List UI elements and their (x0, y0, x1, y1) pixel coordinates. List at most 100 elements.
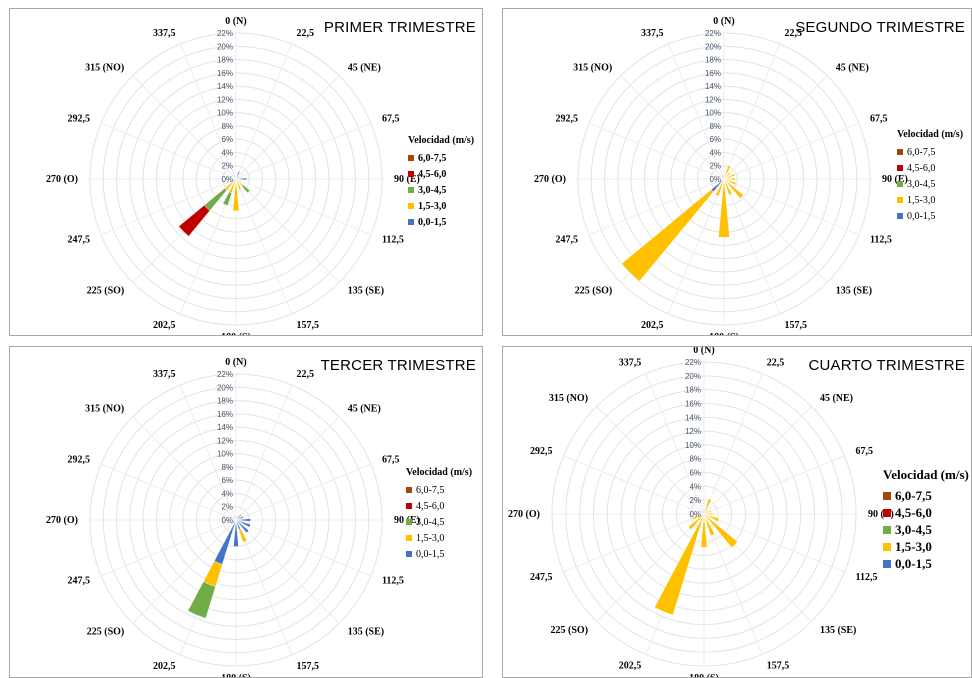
petal-0_0-1_5 (235, 519, 250, 534)
wind-rose-chart: 0% 2% 4% 6% 8% 10% 12% 14% 16% 18% 20% 22% 0 (N) 22,5… (534, 16, 908, 336)
petal-1_5-3_0 (232, 180, 240, 212)
direction-labels: 0 (N) 22,5 45 (NE) 67,5 90 (E) 112,5 135 (SE) 1… (508, 347, 894, 677)
direction-label: 45 (NE) (820, 393, 853, 404)
legend-swatch (897, 197, 903, 203)
radial-ticks: 0% 2% 4% 6% 8% 10% 12% 14% 16% 18% 20% 22% (685, 358, 701, 519)
direction-label: 270 (O) (508, 509, 540, 520)
legend-swatch (406, 503, 412, 509)
petal-0_0-1_5 (235, 171, 241, 180)
petal-1_5-3_0 (725, 177, 736, 181)
legend-item: 1,5-3,0 (406, 530, 472, 546)
radial-tick-label: 2% (709, 162, 721, 171)
legend-item: 0,0-1,5 (408, 214, 474, 230)
grid-spoke (235, 416, 340, 521)
radial-tick-label: 18% (685, 386, 701, 395)
radial-tick-label: 2% (689, 496, 701, 505)
radial-tick-label: 20% (217, 42, 233, 51)
legend-item: 3,0-4,5 (408, 182, 474, 198)
grid-spoke (723, 178, 781, 315)
legend: Velocidad (m/s) 6,0-7,5 4,5-6,0 3,0-4,5 … (406, 467, 472, 562)
direction-label: 292,5 (556, 114, 579, 125)
petal-1_5-3_0 (705, 512, 714, 516)
radial-tick-label: 20% (705, 42, 721, 51)
legend-title: Velocidad (m/s) (883, 467, 969, 482)
grid-spoke (235, 178, 372, 236)
petals (654, 498, 738, 616)
radial-tick-label: 20% (685, 372, 701, 381)
petals (187, 514, 251, 619)
grid-spoke (723, 75, 828, 180)
radial-tick-label: 14% (217, 82, 233, 91)
direction-label: 270 (O) (534, 174, 566, 185)
radial-tick-label: 16% (217, 69, 233, 78)
direction-label: 315 (NO) (573, 62, 612, 73)
petal-1_5-3_0 (688, 515, 703, 530)
radial-tick-label: 22% (705, 29, 721, 38)
petal-0_0-1_5 (235, 519, 251, 528)
chart-title: CUARTO TRIMESTRE (808, 357, 965, 374)
petal-1_5-3_0 (719, 179, 724, 182)
direction-label: 157,5 (296, 320, 319, 331)
grid-spoke (235, 178, 293, 315)
grid-rings (89, 373, 383, 667)
radial-ticks: 0% 2% 4% 6% 8% 10% 12% 14% 16% 18% 20% 22% (217, 370, 233, 525)
petal-1_5-3_0 (704, 515, 715, 537)
direction-label: 45 (NE) (836, 62, 869, 73)
direction-label: 112,5 (382, 234, 404, 245)
legend-item: 1,5-3,0 (408, 198, 474, 214)
grid-spoke (179, 43, 237, 180)
legend-swatch (408, 155, 414, 161)
radial-tick-label: 8% (709, 122, 721, 131)
radial-tick-label: 16% (217, 410, 233, 419)
legend-item: 3,0-4,5 (897, 176, 963, 192)
chart-title: PRIMER TRIMESTRE (323, 19, 476, 36)
legend-item: 0,0-1,5 (897, 208, 963, 224)
legend-swatch (897, 213, 903, 219)
grid-spoke (235, 519, 372, 577)
direction-label: 67,5 (856, 446, 874, 457)
grid-spoke (132, 519, 237, 624)
legend-swatch (408, 203, 414, 209)
grid-spoke (132, 416, 237, 521)
legend-swatch (897, 165, 903, 171)
petal-1_5-3_0 (621, 189, 714, 282)
direction-label: 202,5 (153, 661, 176, 672)
radial-tick-label: 14% (705, 82, 721, 91)
legend-swatch (408, 187, 414, 193)
radial-tick-label: 2% (221, 162, 233, 171)
radial-tick-label: 12% (705, 95, 721, 104)
direction-label: 0 (N) (225, 357, 246, 368)
chart-panel-primer-trimestre: 0% 2% 4% 6% 8% 10% 12% 14% 16% 18% 20% 22% 0 (N) 22,5… (9, 8, 483, 336)
chart-title: TERCER TRIMESTRE (320, 357, 476, 374)
radial-tick-label: 8% (689, 455, 701, 464)
petal-0_0-1_5 (235, 177, 247, 181)
petals (178, 171, 251, 237)
radial-tick-label: 16% (705, 69, 721, 78)
radial-ticks: 0% 2% 4% 6% 8% 10% 12% 14% 16% 18% 20% 22% (705, 29, 721, 184)
wind-rose-chart: 0% 2% 4% 6% 8% 10% 12% 14% 16% 18% 20% 22% 0 (N) 22,5… (46, 16, 420, 335)
wind-rose-chart: 0% 2% 4% 6% 8% 10% 12% 14% 16% 18% 20% 22% 0 (N) 22,5… (508, 347, 894, 677)
direction-label: 157,5 (296, 661, 319, 672)
petal-1_5-3_0 (718, 180, 730, 238)
grid-spoke (179, 384, 237, 521)
direction-label: 135 (SE) (820, 625, 856, 636)
direction-label: 315 (NO) (549, 393, 588, 404)
petal-0_0-1_5 (233, 519, 239, 547)
legend-swatch (406, 551, 412, 557)
petal-0_0-1_5 (235, 515, 244, 521)
petal-1_5-3_0 (725, 179, 737, 186)
direction-label: 157,5 (784, 320, 807, 331)
radial-tick-label: 4% (221, 148, 233, 157)
direction-label: 180 (S) (709, 332, 739, 336)
petal-1_5-3_0 (654, 515, 704, 616)
grid-spoke (588, 122, 725, 180)
direction-label: 180 (S) (221, 673, 251, 678)
radial-tick-label: 6% (689, 469, 701, 478)
petal-1_5-3_0 (705, 514, 720, 522)
petal-3_0-4_5 (222, 191, 232, 206)
radial-tick-label: 12% (217, 95, 233, 104)
direction-label: 270 (O) (46, 515, 78, 526)
petal-1_5-3_0 (724, 179, 744, 199)
petal-0_0-1_5 (235, 518, 251, 522)
legend-swatch (883, 542, 891, 551)
